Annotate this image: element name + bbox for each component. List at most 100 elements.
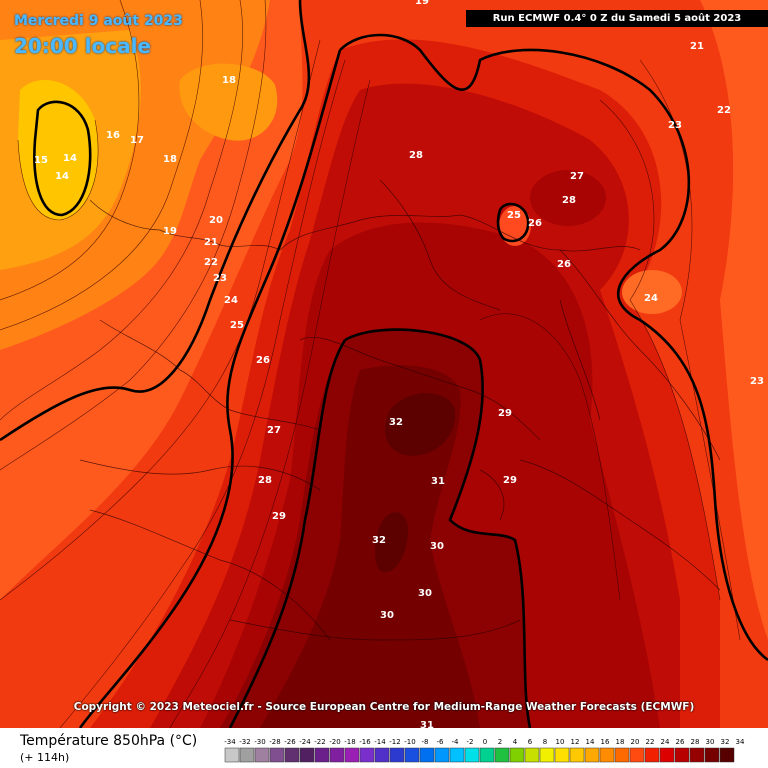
scale-tick-label: 0 bbox=[483, 738, 487, 746]
contour-labels: 14 14 15 16 17 18 18 19 20 21 21 22 22 2… bbox=[34, 0, 764, 728]
model-run-info: Run ECMWF 0.4° 0 Z du Samedi 5 août 2023 bbox=[466, 10, 768, 27]
scale-swatch bbox=[389, 747, 405, 763]
scale-tick-label: -24 bbox=[299, 738, 311, 746]
contour-label: 20 bbox=[209, 215, 223, 226]
scale-swatch bbox=[464, 747, 480, 763]
temperature-map: 14 14 15 16 17 18 18 19 20 21 21 22 22 2… bbox=[0, 0, 768, 728]
contour-label: 26 bbox=[557, 259, 571, 270]
copyright-notice: Copyright © 2023 Meteociel.fr - Source E… bbox=[73, 701, 695, 713]
scale-swatch bbox=[584, 747, 600, 763]
contour-label: 21 bbox=[690, 41, 704, 52]
scale-swatch bbox=[224, 747, 240, 763]
zone-orange-18 bbox=[179, 63, 278, 141]
contour-label: 14 bbox=[55, 171, 69, 182]
contour-label: 23 bbox=[750, 376, 764, 387]
scale-swatch bbox=[674, 747, 690, 763]
scale-swatch bbox=[479, 747, 495, 763]
scale-tick-label: 8 bbox=[543, 738, 547, 746]
contour-label: 19 bbox=[163, 226, 177, 237]
contour-label: 31 bbox=[420, 720, 434, 728]
scale-swatch bbox=[374, 747, 390, 763]
forecast-time-title: 20:00 locale bbox=[14, 34, 151, 58]
zone-darkred-32b bbox=[375, 512, 408, 573]
scale-swatch bbox=[644, 747, 660, 763]
forecast-date-title: Mercredi 9 août 2023 bbox=[14, 13, 183, 29]
scale-tick-label: 16 bbox=[601, 738, 610, 746]
scale-tick-label: -32 bbox=[239, 738, 250, 746]
scale-swatch bbox=[629, 747, 645, 763]
scale-swatch bbox=[344, 747, 360, 763]
contour-label: 26 bbox=[256, 355, 270, 366]
scale-tick-label: 32 bbox=[721, 738, 730, 746]
contour-label: 28 bbox=[409, 150, 423, 161]
contour-label: 26 bbox=[528, 218, 542, 229]
scale-tick-label: -34 bbox=[224, 738, 236, 746]
contour-label: 28 bbox=[258, 475, 272, 486]
scale-tick-label: -20 bbox=[329, 738, 340, 746]
color-scale: -34 -32 -30 -28 -26 -24 -22 -20 -18 -16 -14 -12 -10-… bbox=[224, 738, 745, 763]
scale-tick-label: -4 bbox=[452, 738, 460, 746]
scale-swatch bbox=[239, 747, 255, 763]
scale-tick-label: -26 bbox=[284, 738, 296, 746]
scale-swatch bbox=[254, 747, 270, 763]
scale-tick-label: 26 bbox=[676, 738, 685, 746]
contour-label: 32 bbox=[389, 417, 403, 428]
contour-label: 24 bbox=[644, 293, 658, 304]
zone-darkred-31 bbox=[260, 365, 480, 728]
contour-lines bbox=[0, 0, 741, 728]
scale-swatch bbox=[434, 747, 450, 763]
scale-tick-label: 4 bbox=[513, 738, 518, 746]
contour-label: 29 bbox=[272, 511, 286, 522]
contour-label: 16 bbox=[106, 130, 120, 141]
scale-tick-label: -10 bbox=[404, 738, 415, 746]
scale-tick-label: 34 bbox=[736, 738, 745, 746]
contour-label: 30 bbox=[430, 541, 444, 552]
scale-tick-label: 6 bbox=[528, 738, 533, 746]
contour-label: 24 bbox=[224, 295, 238, 306]
legend-subtitle: (+ 114h) bbox=[20, 751, 70, 764]
scale-tick-label: 12 bbox=[571, 738, 580, 746]
scale-swatch bbox=[599, 747, 615, 763]
scale-swatch bbox=[269, 747, 285, 763]
scale-tick-label: -2 bbox=[467, 738, 474, 746]
scale-swatch bbox=[329, 747, 345, 763]
contour-label: 21 bbox=[204, 237, 218, 248]
contour-label: 27 bbox=[267, 425, 281, 436]
scale-tick-label: -30 bbox=[254, 738, 265, 746]
scale-swatch bbox=[359, 747, 375, 763]
contour-label: 29 bbox=[503, 475, 517, 486]
scale-swatch bbox=[449, 747, 465, 763]
scale-tick-label: 2 bbox=[498, 738, 502, 746]
scale-swatch bbox=[299, 747, 315, 763]
contour-label: 14 bbox=[63, 153, 77, 164]
scale-swatch bbox=[524, 747, 540, 763]
contour-label: 29 bbox=[498, 408, 512, 419]
scale-tick-label: -8 bbox=[422, 738, 429, 746]
scale-swatch bbox=[659, 747, 675, 763]
scale-tick-label: -18 bbox=[344, 738, 355, 746]
scale-swatch bbox=[569, 747, 585, 763]
zone-warm-spot-28 bbox=[530, 170, 606, 226]
scale-tick-label: 18 bbox=[616, 738, 625, 746]
contour-label: 30 bbox=[380, 610, 394, 621]
scale-swatch bbox=[614, 747, 630, 763]
scale-swatch bbox=[494, 747, 510, 763]
contour-label: 27 bbox=[570, 171, 584, 182]
scale-tick-label: 22 bbox=[646, 738, 655, 746]
scale-swatch bbox=[314, 747, 330, 763]
contour-label: 31 bbox=[431, 476, 445, 487]
contour-label: 15 bbox=[34, 155, 48, 166]
contour-label: 18 bbox=[222, 75, 236, 86]
scale-tick-label: -6 bbox=[437, 738, 445, 746]
scale-tick-label: -14 bbox=[374, 738, 386, 746]
contour-label: 22 bbox=[717, 105, 731, 116]
scale-swatch bbox=[719, 747, 735, 763]
scale-tick-label: -22 bbox=[314, 738, 325, 746]
contour-label: 25 bbox=[230, 320, 244, 331]
contour-label: 22 bbox=[204, 257, 218, 268]
contour-label: 19 bbox=[415, 0, 429, 7]
contour-label: 28 bbox=[562, 195, 576, 206]
contour-label: 23 bbox=[668, 120, 682, 131]
scale-swatch bbox=[689, 747, 705, 763]
scale-tick-label: 20 bbox=[631, 738, 640, 746]
